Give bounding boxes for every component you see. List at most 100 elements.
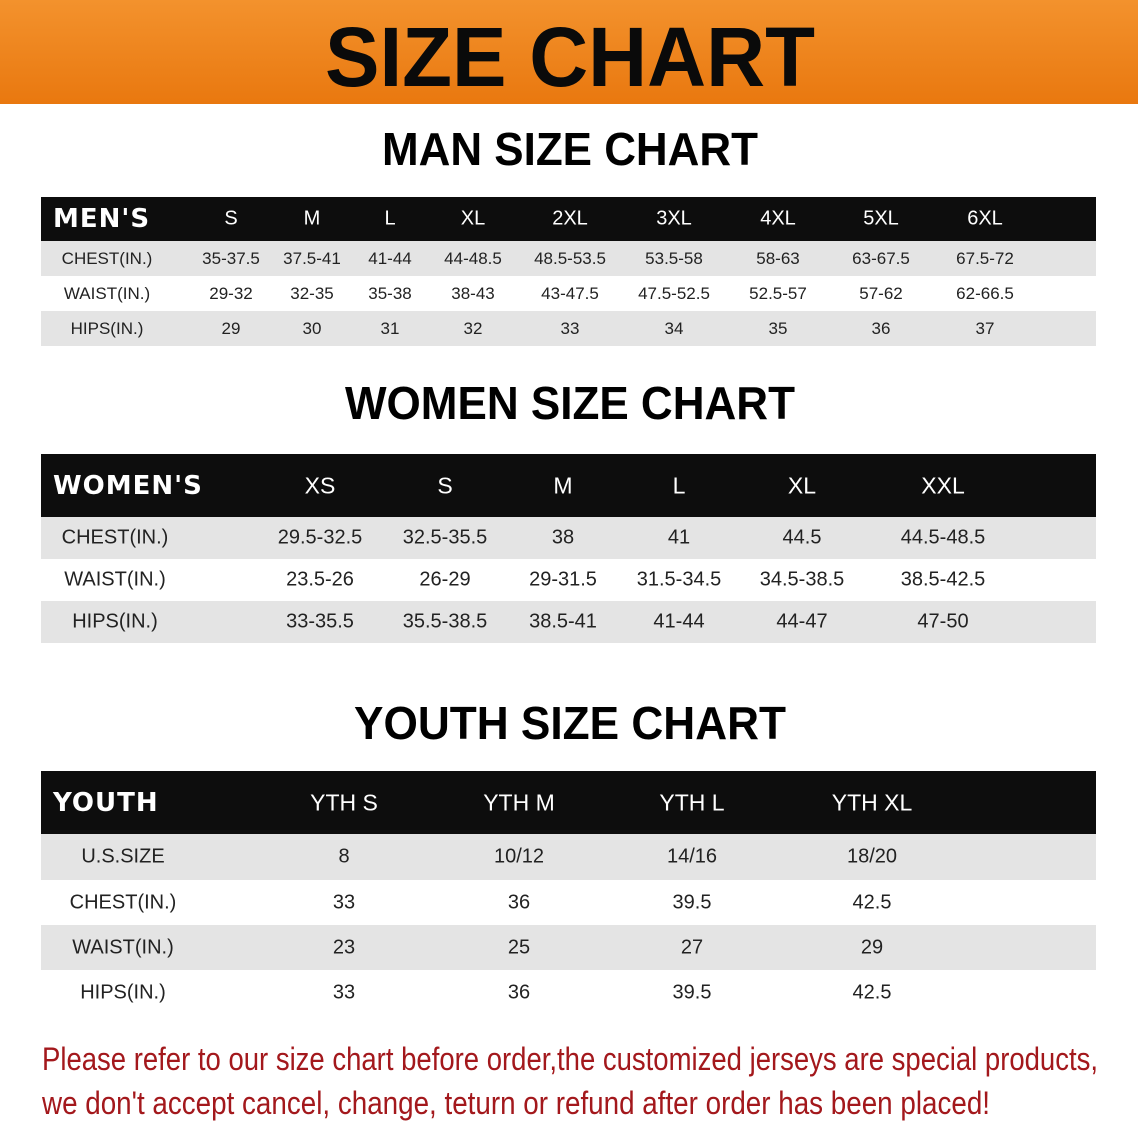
table-cell: 34.5-38.5 <box>759 568 845 591</box>
column-header: 3XL <box>656 207 692 230</box>
column-header: XXL <box>921 472 965 498</box>
row-label: WAIST(IN.) <box>72 936 174 958</box>
column-header: XL <box>460 207 486 230</box>
table-row: HIPS(IN.) 33-35.5 35.5-38.5 38.5-41 41-44 44-… <box>41 601 1096 643</box>
table-cell: 10/12 <box>493 845 545 868</box>
table-cell: 36 <box>871 318 891 338</box>
table-cell: 29.5-32.5 <box>277 526 363 549</box>
table-header-label: MEN'S <box>53 204 151 234</box>
men-header-row: MEN'S S M L XL 2XL 3XL 4XL 5XL 6XL <box>41 197 1096 241</box>
table-cell: 38-43 <box>451 283 495 303</box>
table-cell: 44-47 <box>776 610 828 633</box>
table-cell: 36 <box>507 981 531 1003</box>
column-header: YTH L <box>659 789 725 815</box>
column-header: S <box>437 472 453 498</box>
table-cell: 31 <box>380 318 400 338</box>
table-row: U.S.SIZE 8 10/12 14/16 18/20 <box>41 834 1096 880</box>
column-header: 4XL <box>760 207 796 230</box>
table-cell: 36 <box>507 891 531 913</box>
youth-section-title: YOUTH SIZE CHART <box>354 697 786 749</box>
table-cell: 38.5-42.5 <box>900 568 986 591</box>
column-header: 6XL <box>967 207 1003 230</box>
men-section-title-text: MAN SIZE CHART <box>382 123 758 175</box>
table-cell: 48.5-53.5 <box>534 248 606 268</box>
notice-line-2: we don't accept cancel, change, teturn o… <box>41 1085 990 1121</box>
order-notice: Please refer to our size chart before or… <box>41 1041 1098 1121</box>
table-cell: 34 <box>664 318 684 338</box>
table-cell: 39.5 <box>672 981 712 1003</box>
table-cell: 29-32 <box>209 283 253 303</box>
column-header: YTH XL <box>831 789 913 815</box>
youth-header-row: YOUTH YTH S YTH M YTH L YTH XL <box>41 771 1096 834</box>
table-cell: 26-29 <box>419 568 471 591</box>
table-header-label: WOMEN'S <box>53 470 203 501</box>
table-cell: 38 <box>551 526 575 549</box>
table-row: WAIST(IN.) 23.5-26 26-29 29-31.5 31.5-34.5 34… <box>41 559 1096 601</box>
column-header: XL <box>787 472 817 498</box>
row-label: CHEST(IN.) <box>61 526 169 549</box>
table-cell: 33-35.5 <box>286 610 354 633</box>
table-cell: 53.5-58 <box>645 248 703 268</box>
column-header: S <box>224 207 238 230</box>
table-cell: 30 <box>302 318 322 338</box>
page-title: SIZE CHART <box>325 10 815 104</box>
table-cell: 33 <box>560 318 580 338</box>
table-cell: 31.5-34.5 <box>636 568 722 591</box>
table-cell: 33 <box>332 981 356 1003</box>
row-label: WAIST(IN.) <box>63 283 151 303</box>
table-cell: 47-50 <box>917 610 969 633</box>
table-cell: 29 <box>221 318 241 338</box>
table-cell: 33 <box>332 891 356 913</box>
women-header-row: WOMEN'S XS S M L XL XXL <box>41 454 1096 517</box>
row-label: HIPS(IN.) <box>80 981 166 1003</box>
table-cell: 62-66.5 <box>956 283 1014 303</box>
table-cell: 37 <box>975 318 995 338</box>
table-row: WAIST(IN.) 29-32 32-35 35-38 38-43 43-47.5 47.… <box>41 276 1096 311</box>
youth-section-title-text: YOUTH SIZE CHART <box>354 697 786 749</box>
men-section-title: MAN SIZE CHART <box>382 123 758 175</box>
table-cell: 23 <box>332 936 356 958</box>
table-cell: 52.5-57 <box>749 283 807 303</box>
row-label: CHEST(IN.) <box>69 891 177 913</box>
table-cell: 35.5-38.5 <box>402 610 488 633</box>
table-cell: 18/20 <box>846 845 898 868</box>
table-cell: 35-37.5 <box>202 248 260 268</box>
table-cell: 41 <box>667 526 691 549</box>
youth-size-table: YOUTH YTH S YTH M YTH L YTH XL U.S.SIZE 8 10/12… <box>41 771 1096 1016</box>
title-svg: SIZE CHART <box>325 10 815 104</box>
table-cell: 44.5 <box>782 526 822 549</box>
table-cell: 47.5-52.5 <box>638 283 710 303</box>
men-size-table: MEN'S S M L XL 2XL 3XL 4XL 5XL 6XL CHEST(IN.) 35-37… <box>41 197 1096 346</box>
table-cell: 29-31.5 <box>529 568 597 591</box>
table-cell: 67.5-72 <box>956 248 1014 268</box>
table-cell: 44-48.5 <box>444 248 502 268</box>
table-row: CHEST(IN.) 29.5-32.5 32.5-35.5 38 41 44.5 44.5… <box>41 517 1096 559</box>
table-cell: 57-62 <box>859 283 903 303</box>
table-cell: 35-38 <box>368 283 412 303</box>
table-cell: 39.5 <box>672 891 712 913</box>
row-label: CHEST(IN.) <box>61 248 153 268</box>
table-cell: 41-44 <box>653 610 705 633</box>
women-size-table: WOMEN'S XS S M L XL XXL CHEST(IN.) 29.5-32.5 32.5… <box>41 454 1096 644</box>
title-banner: SIZE CHART <box>0 0 1138 104</box>
table-row: HIPS(IN.) 33 36 39.5 42.5 <box>41 970 1096 1015</box>
row-label: WAIST(IN.) <box>64 568 166 591</box>
table-cell: 32-35 <box>290 283 334 303</box>
table-cell: 42.5 <box>852 981 892 1003</box>
table-cell: 32 <box>463 318 483 338</box>
row-label: HIPS(IN.) <box>72 610 158 633</box>
table-cell: 14/16 <box>666 845 718 868</box>
table-cell: 27 <box>680 936 704 958</box>
column-header: M <box>303 207 321 230</box>
table-cell: 8 <box>338 845 350 868</box>
table-cell: 63-67.5 <box>852 248 910 268</box>
column-header: L <box>672 472 686 498</box>
column-header: L <box>384 207 396 230</box>
table-cell: 32.5-35.5 <box>402 526 488 549</box>
table-cell: 37.5-41 <box>283 248 341 268</box>
table-row: WAIST(IN.) 23 25 27 29 <box>41 925 1096 970</box>
column-header: XS <box>304 472 336 498</box>
table-cell: 42.5 <box>852 891 892 913</box>
column-header: 2XL <box>552 207 588 230</box>
women-section-title: WOMEN SIZE CHART <box>345 377 795 429</box>
